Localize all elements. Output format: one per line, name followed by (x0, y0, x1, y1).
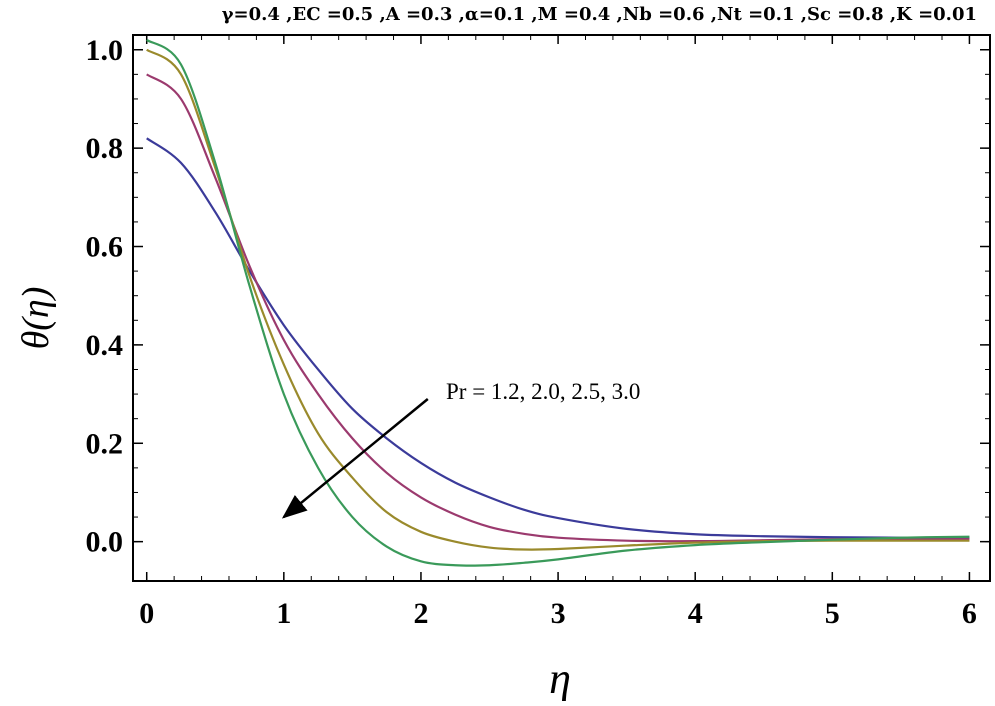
x-tick-label: 5 (825, 597, 840, 630)
y-tick-label: 0.8 (86, 132, 124, 165)
series-lines (146, 38, 970, 567)
series-line-4 (146, 38, 970, 567)
x-axis-label: η (549, 654, 571, 701)
x-tick-label: 0 (139, 597, 154, 630)
y-tick-label: 0.6 (86, 231, 124, 264)
y-tick-label: 0.4 (86, 329, 124, 362)
x-tick-label: 2 (413, 597, 428, 630)
plot-frame (132, 34, 991, 582)
y-axis-label: θ(η) (15, 287, 57, 350)
series-line-3 (146, 48, 970, 551)
y-axis-ticks: 0.0 0.2 0.4 0.6 0.8 1.0 (86, 34, 990, 559)
x-tick-label: 3 (551, 597, 566, 630)
x-tick-label: 4 (688, 597, 703, 630)
annotation-label: Pr = 1.2, 2.0, 2.5, 3.0 (446, 379, 640, 404)
series-line-2 (146, 73, 970, 543)
x-tick-label: 6 (962, 597, 977, 630)
x-tick-label: 1 (276, 597, 291, 630)
y-tick-label: 0.2 (86, 427, 124, 460)
y-tick-label: 0.0 (86, 526, 124, 559)
y-tick-label: 1.0 (86, 34, 124, 67)
series-line-1 (146, 137, 970, 539)
annotation: Pr = 1.2, 2.0, 2.5, 3.0 (281, 379, 640, 519)
chart-title: γ=0.4 ,EC =0.5 ,A =0.3 ,α=0.1 ,M =0.4 ,N… (221, 4, 977, 25)
annotation-arrow (281, 398, 429, 519)
x-axis-ticks: 0 1 2 3 4 5 6 (139, 35, 977, 630)
